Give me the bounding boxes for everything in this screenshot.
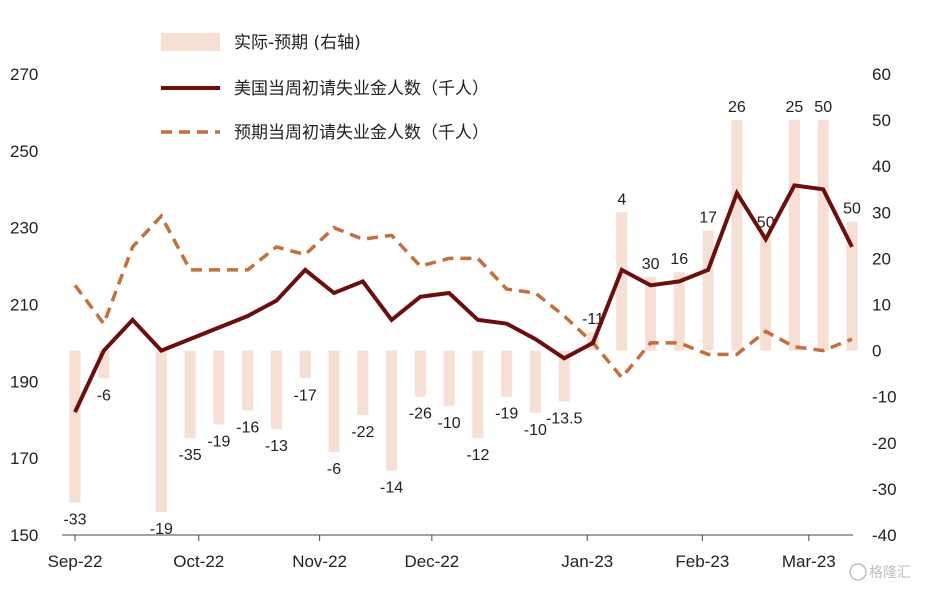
bar-data-label: 4	[617, 191, 626, 208]
left-axis-tick-label: 230	[10, 219, 38, 238]
bar-data-label: -10	[524, 422, 547, 439]
left-axis-ticks: 150 170 190 210 230 250 270	[10, 65, 38, 545]
bar	[357, 350, 369, 416]
left-axis-tick-label: 150	[10, 526, 38, 545]
x-axis-tick-label: Oct-22	[173, 552, 224, 571]
bar-data-label: 25	[786, 99, 804, 116]
bar	[242, 350, 254, 411]
bar	[386, 350, 398, 471]
bar	[673, 272, 685, 351]
watermark-text: 格隆汇	[869, 565, 911, 581]
bar-data-label: 30	[642, 256, 660, 273]
bar-data-label: -12	[466, 447, 489, 464]
bar	[270, 350, 282, 429]
left-axis-tick-label: 210	[10, 296, 38, 315]
bar	[817, 120, 829, 351]
bar	[299, 350, 311, 379]
bar	[731, 120, 743, 351]
bar	[529, 350, 541, 413]
bar-data-label: -22	[351, 424, 374, 441]
right-axis-tick-label: -20	[872, 434, 897, 453]
bar	[213, 350, 225, 425]
bar-data-label: 26	[728, 99, 746, 116]
bar	[69, 350, 81, 503]
bar-series	[69, 120, 858, 512]
legend-bar-label: 实际-预期 (右轴)	[234, 33, 361, 53]
watermark-logo-icon	[849, 563, 867, 581]
bar-data-label: -13.5	[546, 410, 583, 427]
bar	[98, 350, 110, 379]
bar	[702, 230, 714, 351]
right-axis-tick-label: -30	[872, 480, 897, 499]
legend: 实际-预期 (右轴) 美国当周初请失业金人数（千人） 预期当周初请失业金人数（千…	[161, 33, 489, 143]
bar-data-label: 17	[699, 210, 717, 227]
bar	[472, 350, 484, 439]
legend-expected-label: 预期当周初请失业金人数（千人）	[234, 123, 489, 143]
x-axis-tick-label: Nov-22	[292, 552, 347, 571]
bar	[645, 276, 657, 351]
bar-data-label: 16	[670, 251, 688, 268]
bar-data-label: -13	[265, 438, 288, 455]
left-axis-tick-label: 190	[10, 372, 38, 391]
right-axis-tick-label: 10	[872, 296, 891, 315]
right-axis-ticks: -40 -30 -20 -10 0 10 20 30 40 50 60	[872, 65, 897, 545]
bar	[414, 350, 426, 397]
bar-data-label: -33	[63, 512, 86, 529]
right-axis-tick-label: 50	[872, 111, 891, 130]
left-axis-tick-label: 250	[10, 142, 38, 161]
x-axis-tick-label: Jan-23	[561, 552, 613, 571]
bar-data-label: -6	[97, 387, 111, 404]
expected-claims-line	[73, 213, 853, 381]
right-axis-tick-label: -40	[872, 526, 897, 545]
bar	[501, 350, 513, 397]
right-axis-tick-label: 40	[872, 157, 891, 176]
x-axis-tick-label: Feb-23	[675, 552, 729, 571]
x-axis-ticks: Sep-22 Oct-22 Nov-22 Dec-22 Jan-23 Feb-23 Mar-…	[48, 535, 836, 571]
bar	[184, 350, 196, 439]
right-axis-tick-label: 60	[872, 65, 891, 84]
x-axis-tick-label: Dec-22	[404, 552, 459, 571]
right-axis-tick-label: 20	[872, 249, 891, 268]
legend-bar-swatch	[161, 33, 220, 51]
right-axis-tick-label: 30	[872, 203, 891, 222]
x-axis-tick-label: Mar-23	[782, 552, 836, 571]
bar-data-label: -35	[179, 447, 202, 464]
bar	[846, 221, 858, 351]
bar-data-label: -19	[495, 406, 518, 423]
right-axis-tick-label: -10	[872, 388, 897, 407]
bar-data-label: -19	[150, 521, 173, 538]
bar-data-label: -17	[294, 387, 317, 404]
bar	[760, 235, 772, 351]
bar-data-label: -26	[409, 406, 432, 423]
bar-data-label: -6	[327, 461, 341, 478]
bar	[616, 212, 628, 351]
bar	[155, 350, 167, 512]
actual-claims-line	[73, 183, 854, 413]
bar	[558, 350, 570, 402]
bar	[443, 350, 455, 406]
watermark: 格隆汇	[849, 563, 911, 581]
left-axis-tick-label: 270	[10, 65, 38, 84]
bar-data-label: 50	[814, 99, 832, 116]
bar-data-label: -14	[380, 480, 403, 497]
bar-data-label: -19	[207, 433, 230, 450]
left-axis-tick-label: 170	[10, 449, 38, 468]
bar	[328, 350, 340, 452]
legend-actual-label: 美国当周初请失业金人数（千人）	[234, 79, 489, 99]
right-axis-tick-label: 0	[872, 342, 881, 361]
bar-data-label: -16	[236, 420, 259, 437]
bar-data-label: -10	[438, 415, 461, 432]
bar-data-label: 50	[843, 201, 861, 218]
x-axis-tick-label: Sep-22	[48, 552, 103, 571]
bar	[788, 120, 800, 351]
